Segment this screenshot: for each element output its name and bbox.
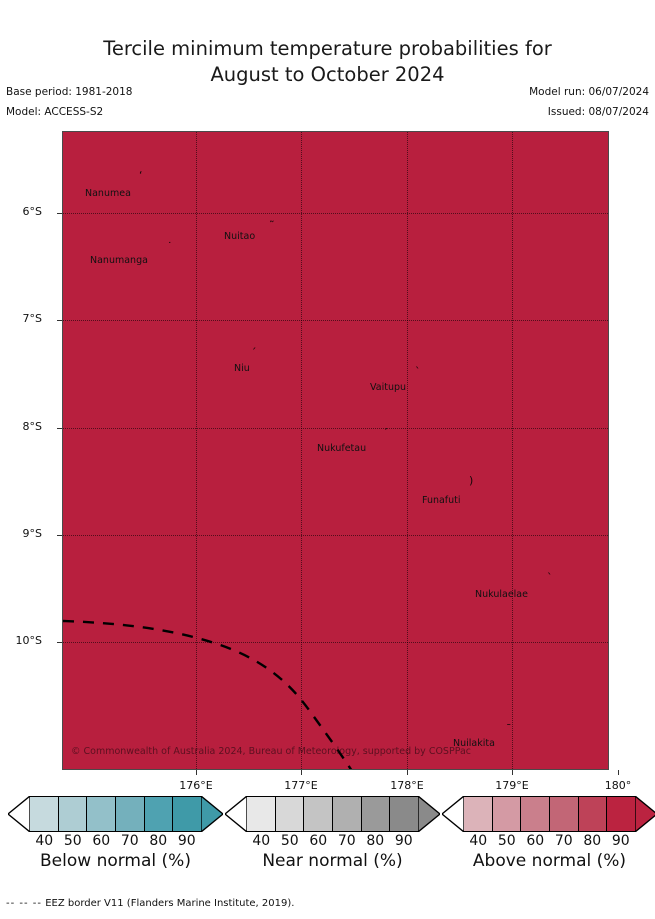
colorbar-swatch bbox=[492, 797, 522, 831]
y-axis-tick-label: 6°S bbox=[22, 205, 42, 218]
colorbar-tick-label: 70 bbox=[337, 833, 356, 849]
colorbar-swatch bbox=[333, 797, 362, 831]
colorbar-title: Above normal (%) bbox=[472, 851, 627, 871]
map-plot-area[interactable]: © Commonwealth of Australia 2024, Bureau… bbox=[62, 131, 609, 770]
colorbar-swatch bbox=[304, 797, 334, 831]
footnote-dashes: -- -- -- bbox=[6, 898, 43, 909]
y-axis-tick-mark bbox=[57, 320, 62, 321]
y-axis-tick-label: 10°S bbox=[15, 634, 42, 647]
island-label-funafuti: Funafuti bbox=[422, 495, 461, 506]
x-axis-tick-mark bbox=[512, 770, 513, 775]
colorbar-swatch bbox=[30, 797, 59, 831]
colorbar-tick-label: 50 bbox=[280, 833, 299, 849]
colorbar-swatch bbox=[521, 797, 551, 831]
y-axis-tick-mark bbox=[57, 428, 62, 429]
x-axis-tick-label: 178°E bbox=[390, 779, 424, 792]
y-axis-tick-label: 7°S bbox=[22, 312, 42, 325]
island-marker-icon: ˋ bbox=[415, 365, 421, 378]
issued-label: Issued: 08/07/2024 bbox=[547, 106, 649, 118]
island-label-nukufetau: Nukufetau bbox=[317, 443, 367, 454]
colorbar-swatch bbox=[361, 797, 391, 831]
colorbar-tick-label: 60 bbox=[92, 833, 111, 849]
island-label-nukulaelae: Nukulaelae bbox=[475, 589, 528, 600]
island-marker-icon: ¯ bbox=[506, 722, 512, 735]
x-axis-tick-mark bbox=[301, 770, 302, 775]
colorbar-below: 40 50 60 70 80 90 Below normal (%) bbox=[8, 796, 223, 871]
island-label-nuitao: Nuitao bbox=[224, 231, 256, 242]
eez-border-line bbox=[63, 619, 353, 769]
footnote: -- -- -- EEZ border V11 (Flanders Marine… bbox=[6, 898, 294, 909]
colorbar-head-arrow-icon bbox=[201, 796, 223, 832]
x-axis-tick-mark bbox=[196, 770, 197, 775]
page-title: Tercile minimum temperature probabilitie… bbox=[103, 37, 552, 86]
island-label-vaitupu: Vaitupu bbox=[370, 382, 407, 393]
colorbar-tick-label: 90 bbox=[394, 833, 413, 849]
colorbar-tick-label: 40 bbox=[35, 833, 54, 849]
x-axis-tick-mark bbox=[407, 770, 408, 775]
colorbar-tick-label: 70 bbox=[554, 833, 573, 849]
colorbar-swatch bbox=[116, 797, 145, 831]
island-marker-icon: ˜ bbox=[269, 219, 275, 232]
colorbar-title: Near normal (%) bbox=[262, 851, 403, 871]
base-period-label: Base period: 1981-2018 bbox=[6, 86, 133, 98]
colorbar-tail-arrow-icon bbox=[8, 796, 30, 832]
colorbar-tick-label: 40 bbox=[252, 833, 271, 849]
colorbar-swatch bbox=[607, 797, 636, 831]
colorbar-tick-label: 90 bbox=[611, 833, 630, 849]
island-marker-icon: ˋ bbox=[547, 571, 553, 584]
model-run-label: Model run: 06/07/2024 bbox=[529, 86, 649, 98]
x-axis-tick-mark bbox=[618, 770, 619, 775]
colorbar-swatch bbox=[247, 797, 276, 831]
colorbar-swatch bbox=[390, 797, 419, 831]
colorbar-swatch bbox=[144, 797, 174, 831]
colorbar-tick-label: 90 bbox=[177, 833, 196, 849]
colorbar-head-arrow-icon bbox=[418, 796, 440, 832]
island-marker-icon: ′ bbox=[385, 426, 388, 439]
island-marker-icon: ) bbox=[469, 474, 474, 487]
y-axis-tick-mark bbox=[57, 535, 62, 536]
x-axis-tick-label: 176°E bbox=[179, 779, 213, 792]
x-axis-tick-label: 180° bbox=[604, 779, 632, 792]
x-axis-tick-label: 177°E bbox=[284, 779, 318, 792]
footnote-text: EEZ border V11 (Flanders Marine Institut… bbox=[45, 898, 295, 909]
colorbar-swatch bbox=[87, 797, 117, 831]
colorbar-swatch bbox=[550, 797, 579, 831]
colorbar-tick-label: 50 bbox=[63, 833, 82, 849]
colorbar-swatch bbox=[58, 797, 88, 831]
island-marker-icon: ˙ bbox=[167, 240, 173, 253]
map-credit: © Commonwealth of Australia 2024, Bureau… bbox=[71, 746, 472, 757]
colorbar-tick-label: 40 bbox=[469, 833, 488, 849]
colorbar-tail-arrow-icon bbox=[442, 796, 464, 832]
island-label-niu: Niu bbox=[234, 363, 250, 374]
colorbar-tick-label: 80 bbox=[366, 833, 385, 849]
colorbar-swatch bbox=[173, 797, 202, 831]
y-axis-tick-mark bbox=[57, 213, 62, 214]
colorbar-tick-label: 80 bbox=[149, 833, 168, 849]
colorbar-head-arrow-icon bbox=[635, 796, 655, 832]
y-axis-tick-label: 9°S bbox=[22, 527, 42, 540]
island-label-nanumea: Nanumea bbox=[85, 188, 131, 199]
island-label-nuilakita: Nuilakita bbox=[453, 738, 495, 749]
colorbar-tick-label: 60 bbox=[309, 833, 328, 849]
colorbar-tail-arrow-icon bbox=[225, 796, 247, 832]
colorbar-tick-label: 60 bbox=[526, 833, 545, 849]
colorbar-swatch bbox=[275, 797, 305, 831]
colorbar-swatch bbox=[578, 797, 608, 831]
island-marker-icon: ´ bbox=[251, 346, 257, 359]
model-label: Model: ACCESS-S2 bbox=[6, 106, 104, 118]
island-label-nanumanga: Nanumanga bbox=[90, 255, 148, 266]
colorbar-swatch bbox=[464, 797, 493, 831]
colorbar-tick-label: 80 bbox=[583, 833, 602, 849]
colorbar-above: 40 50 60 70 80 90 Above normal (%) bbox=[442, 796, 655, 871]
colorbar-title: Below normal (%) bbox=[40, 851, 191, 871]
colorbar-tick-label: 50 bbox=[497, 833, 516, 849]
x-axis-tick-label: 179°E bbox=[495, 779, 529, 792]
colorbar-tick-label: 70 bbox=[120, 833, 139, 849]
y-axis-tick-label: 8°S bbox=[22, 420, 42, 433]
island-marker-icon: ‘ bbox=[139, 169, 143, 182]
y-axis-tick-mark bbox=[57, 642, 62, 643]
colorbar-near: 40 50 60 70 80 90 Near normal (%) bbox=[225, 796, 440, 871]
